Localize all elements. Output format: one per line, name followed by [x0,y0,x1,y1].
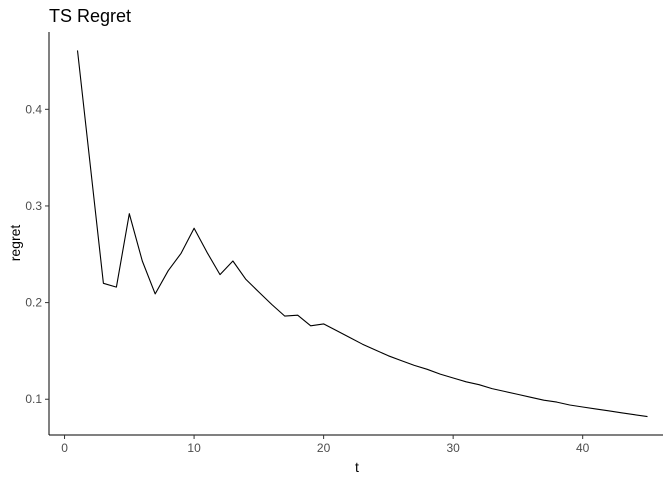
y-tick-label: 0.2 [25,296,42,310]
y-axis-title: regret [7,225,23,262]
y-tick-label: 0.4 [25,102,42,116]
x-ticks: 0 10 20 30 40 [61,435,590,455]
series-line-regret [76,50,648,418]
x-tick-label: 10 [187,441,201,455]
x-tick-label: 0 [61,441,68,455]
x-tick-label: 40 [576,441,590,455]
plot-area: 0.1 0.2 0.3 0.4 0 10 20 30 40 [25,32,663,455]
x-tick-label: 20 [317,441,331,455]
x-axis-title: t [355,459,359,475]
y-tick-label: 0.3 [25,199,42,213]
chart-title: TS Regret [49,6,131,26]
x-tick-label: 30 [446,441,460,455]
y-tick-label: 0.1 [25,392,42,406]
y-ticks: 0.1 0.2 0.3 0.4 [25,102,49,406]
